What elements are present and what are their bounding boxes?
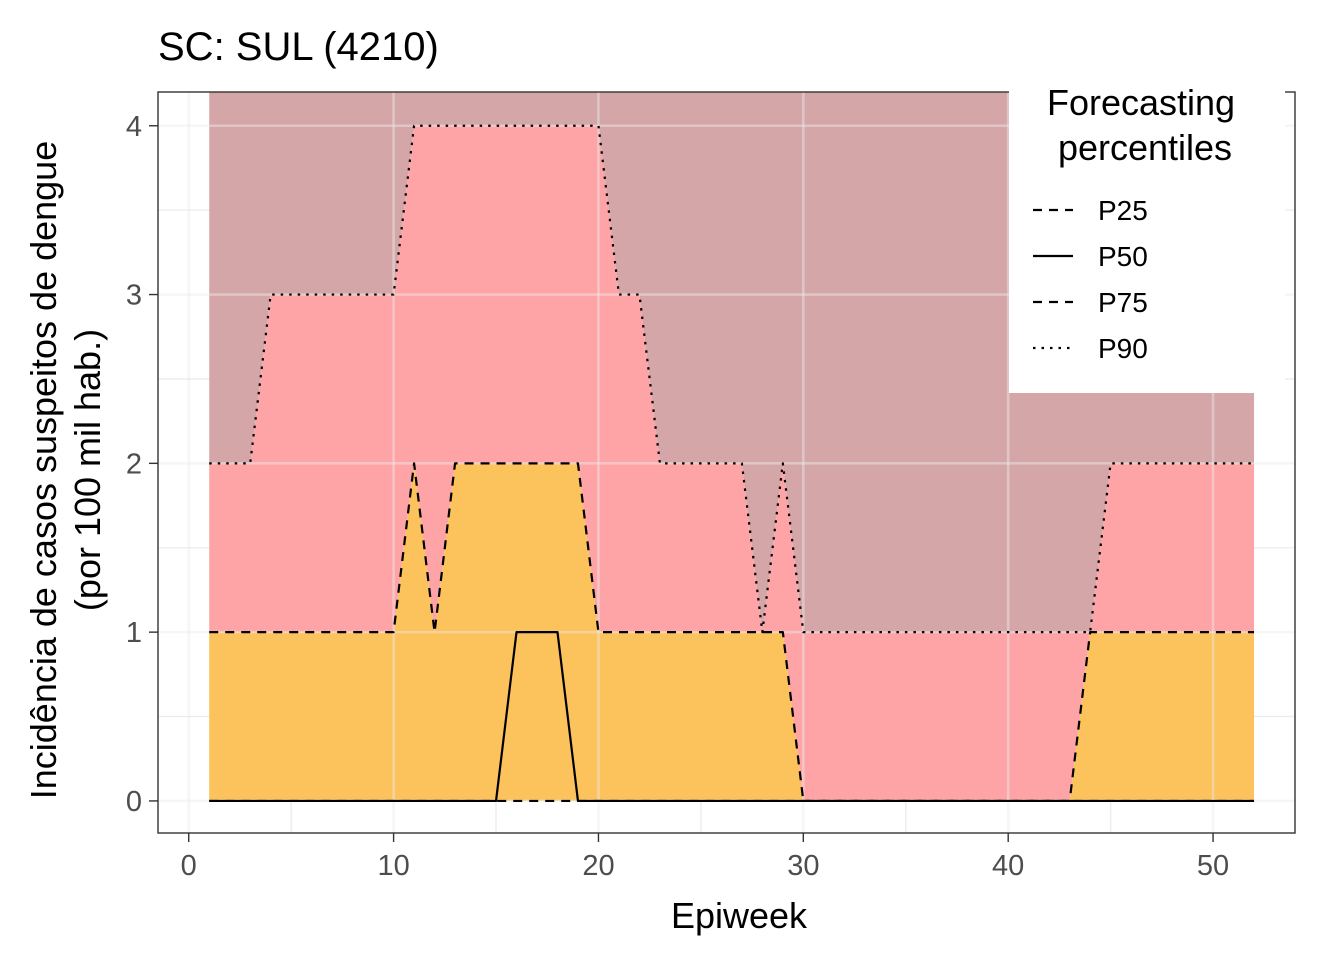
legend-label-p25: P25 (1098, 195, 1148, 226)
x-tick-label: 40 (992, 850, 1024, 882)
y-tick-label: 0 (126, 786, 142, 818)
grid-major (158, 92, 1295, 833)
x-axis: 0 10 20 30 40 50 (181, 833, 1229, 882)
y-tick-label: 4 (126, 111, 142, 143)
legend-background (1009, 76, 1285, 393)
legend-label-p90: P90 (1098, 333, 1148, 364)
x-axis-title: Epiweek (671, 895, 808, 936)
y-axis: 0 1 2 3 4 (126, 111, 158, 818)
x-tick-label: 20 (582, 850, 614, 882)
band-above-p90 (209, 92, 1255, 633)
x-tick-label: 10 (377, 850, 409, 882)
line-p90 (209, 124, 1255, 634)
y-tick-label: 1 (126, 617, 142, 649)
legend: Forecasting percentiles P25 P50 P75 P90 (1009, 76, 1285, 393)
legend-entries: P25 P50 P75 P90 (1033, 195, 1148, 364)
chart-title: SC: SUL (4210) (158, 25, 439, 69)
legend-label-p75: P75 (1098, 287, 1148, 318)
x-tick-label: 0 (181, 850, 197, 882)
line-p50 (209, 631, 1255, 803)
percentile-bands (209, 92, 1255, 801)
band-p75-p90 (209, 125, 1255, 801)
y-axis-title: Incidência de casos suspeitos de dengue … (23, 141, 108, 799)
y-axis-title-line-2: (por 100 mil hab.) (67, 329, 108, 611)
legend-title-line-2: percentiles (1058, 127, 1232, 168)
y-tick-label: 2 (126, 448, 142, 480)
panel-border (157, 91, 1296, 834)
y-axis-title-line-1: Incidência de casos suspeitos de dengue (23, 141, 64, 799)
x-tick-label: 50 (1197, 850, 1229, 882)
y-tick-label: 3 (126, 280, 142, 312)
band-p25-p75 (209, 463, 1255, 801)
x-tick-label: 30 (787, 850, 819, 882)
legend-label-p50: P50 (1098, 241, 1148, 272)
legend-title-line-1: Forecasting (1047, 82, 1235, 123)
line-p75 (209, 462, 1255, 803)
percentile-lines (209, 124, 1255, 803)
